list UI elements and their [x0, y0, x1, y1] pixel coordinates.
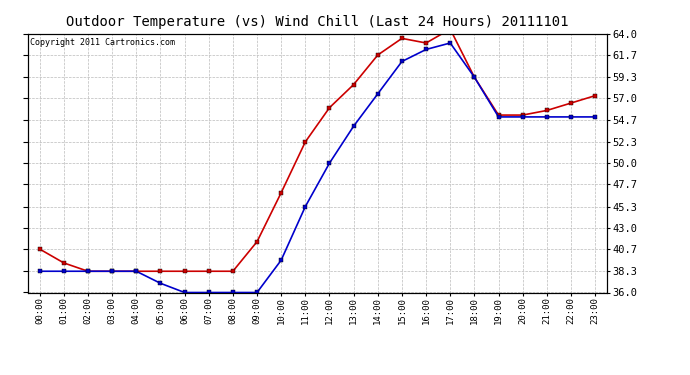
Text: Outdoor Temperature (vs) Wind Chill (Last 24 Hours) 20111101: Outdoor Temperature (vs) Wind Chill (Las…	[66, 15, 569, 29]
Text: Copyright 2011 Cartronics.com: Copyright 2011 Cartronics.com	[30, 38, 175, 46]
